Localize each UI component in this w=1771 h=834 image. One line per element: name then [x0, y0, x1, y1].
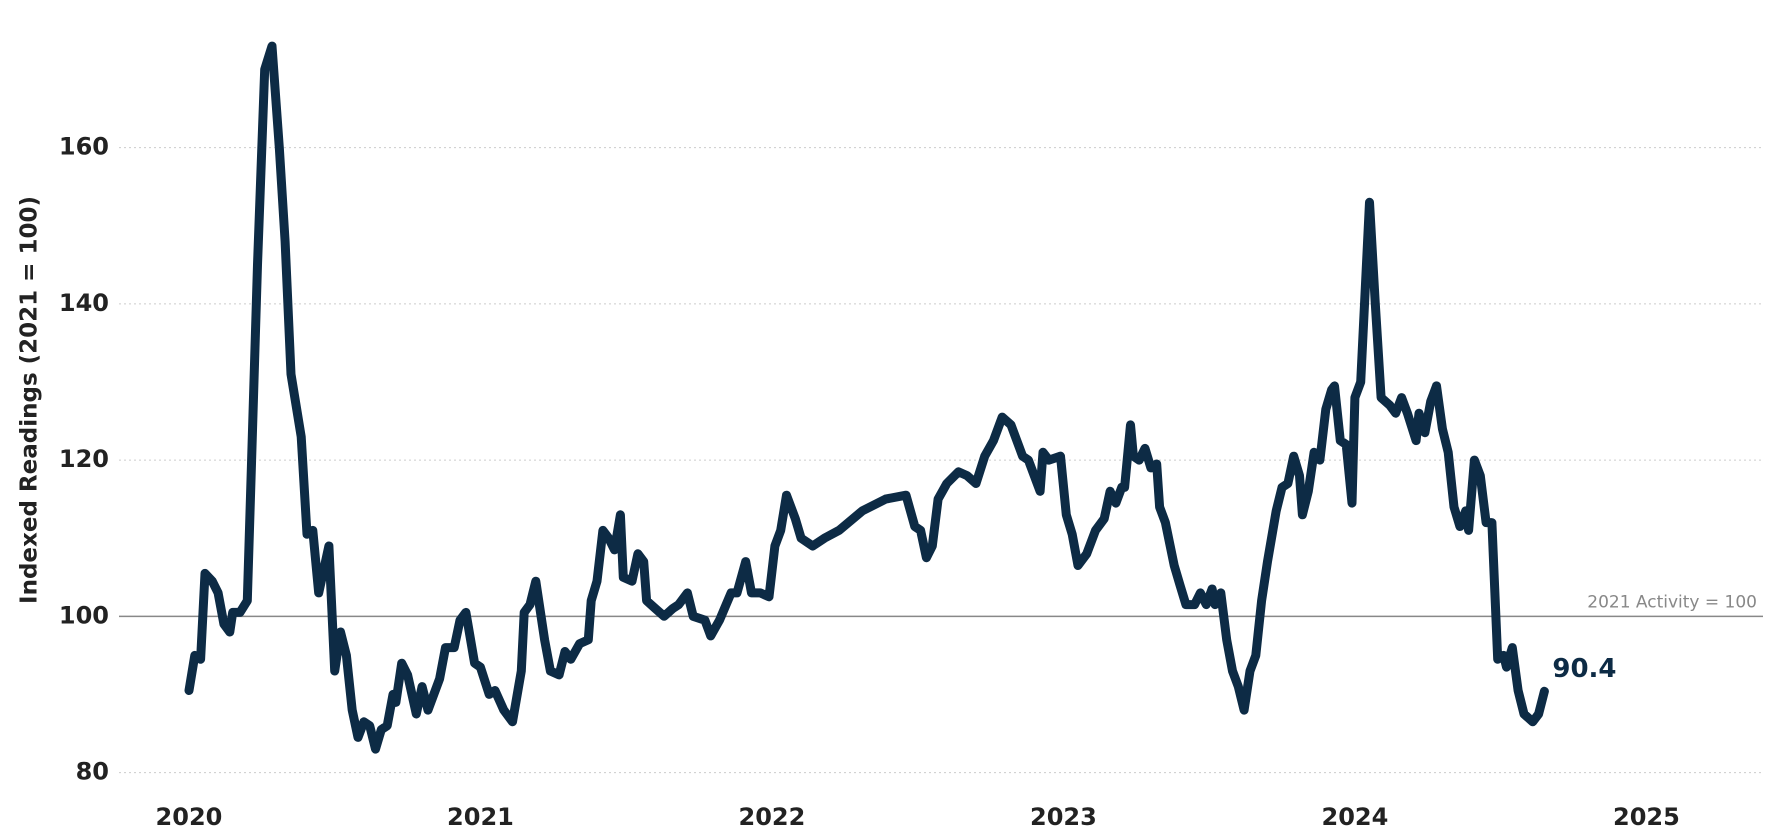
y-tick-label: 140 [59, 289, 109, 317]
y-axis-title: Indexed Readings (2021 = 100) [17, 196, 43, 604]
x-tick-label: 2024 [1322, 803, 1389, 831]
data-line [184, 41, 1549, 754]
x-tick-label: 2025 [1613, 803, 1680, 831]
y-tick-label: 160 [59, 133, 109, 161]
x-tick-label: 2022 [739, 803, 806, 831]
last-value-label: 90.4 [1552, 654, 1616, 684]
y-tick-label: 120 [59, 445, 109, 473]
x-tick-label: 2021 [447, 803, 514, 831]
x-tick-label: 2020 [156, 803, 223, 831]
reference-label: 2021 Activity = 100 [1587, 592, 1757, 612]
y-tick-label: 100 [59, 601, 109, 629]
y-tick-label: 80 [76, 758, 109, 786]
x-tick-label: 2023 [1030, 803, 1097, 831]
